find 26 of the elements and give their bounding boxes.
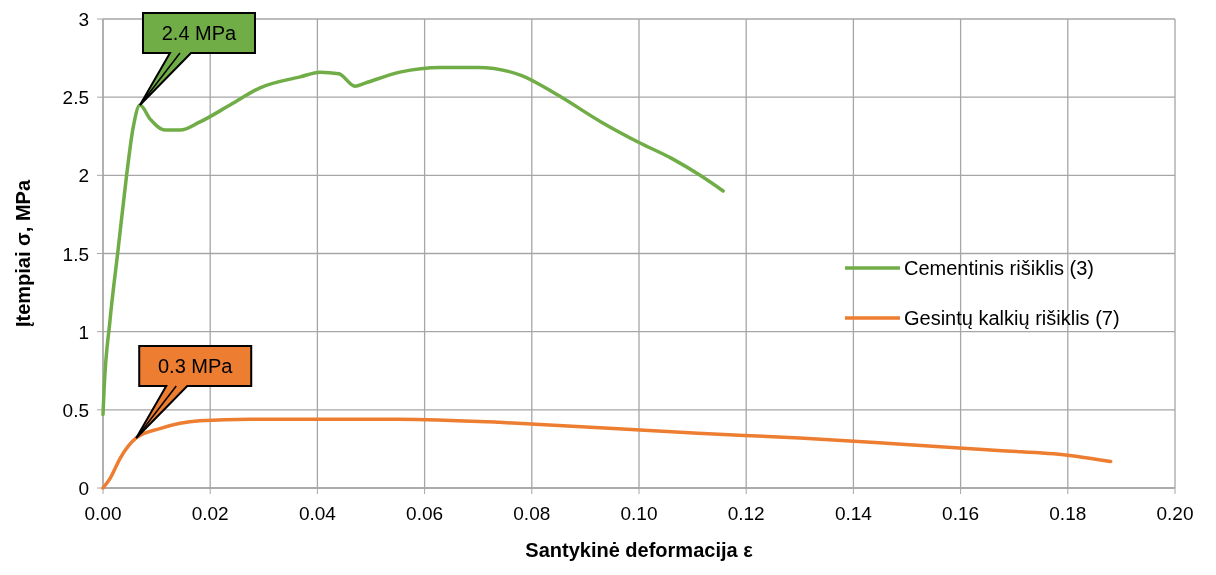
x-tick-label: 0.18 xyxy=(1049,503,1087,524)
line-series xyxy=(101,65,725,417)
y-tick-label: 1 xyxy=(78,321,89,343)
y-tick-label: 2.5 xyxy=(62,87,89,109)
x-axis-title: Santykinė deformacija ε xyxy=(525,539,754,561)
x-tick-label: 0.16 xyxy=(942,503,980,524)
y-tick-label: 0.5 xyxy=(62,399,89,421)
legend-label: Cementinis rišiklis (3) xyxy=(904,257,1095,279)
annotation: 0.3 MPa xyxy=(157,354,234,377)
x-tick-label: 0.08 xyxy=(513,503,551,524)
x-tick-label: 0.10 xyxy=(620,503,658,524)
y-tick-label: 1.5 xyxy=(62,243,89,265)
x-tick-label: 0.04 xyxy=(298,503,337,524)
y-tick-label: 3 xyxy=(78,9,89,30)
y-axis-title: Įtempiai σ, MPa xyxy=(12,179,34,328)
x-tick-label: 0.00 xyxy=(84,503,122,524)
annotation: 2.4 MPa xyxy=(161,21,238,44)
x-tick-label: 0.20 xyxy=(1156,503,1194,524)
x-tick-label: 0.06 xyxy=(406,503,444,524)
y-tick-label: 2 xyxy=(78,165,89,187)
x-tick-label: 0.02 xyxy=(191,503,229,524)
x-tick-label: 0.12 xyxy=(727,503,765,524)
line-series xyxy=(101,417,1113,490)
y-tick-label: 0 xyxy=(78,478,89,499)
legend-label: Gesintų kalkių rišiklis (7) xyxy=(904,307,1120,329)
x-tick-label: 0.14 xyxy=(834,503,873,524)
